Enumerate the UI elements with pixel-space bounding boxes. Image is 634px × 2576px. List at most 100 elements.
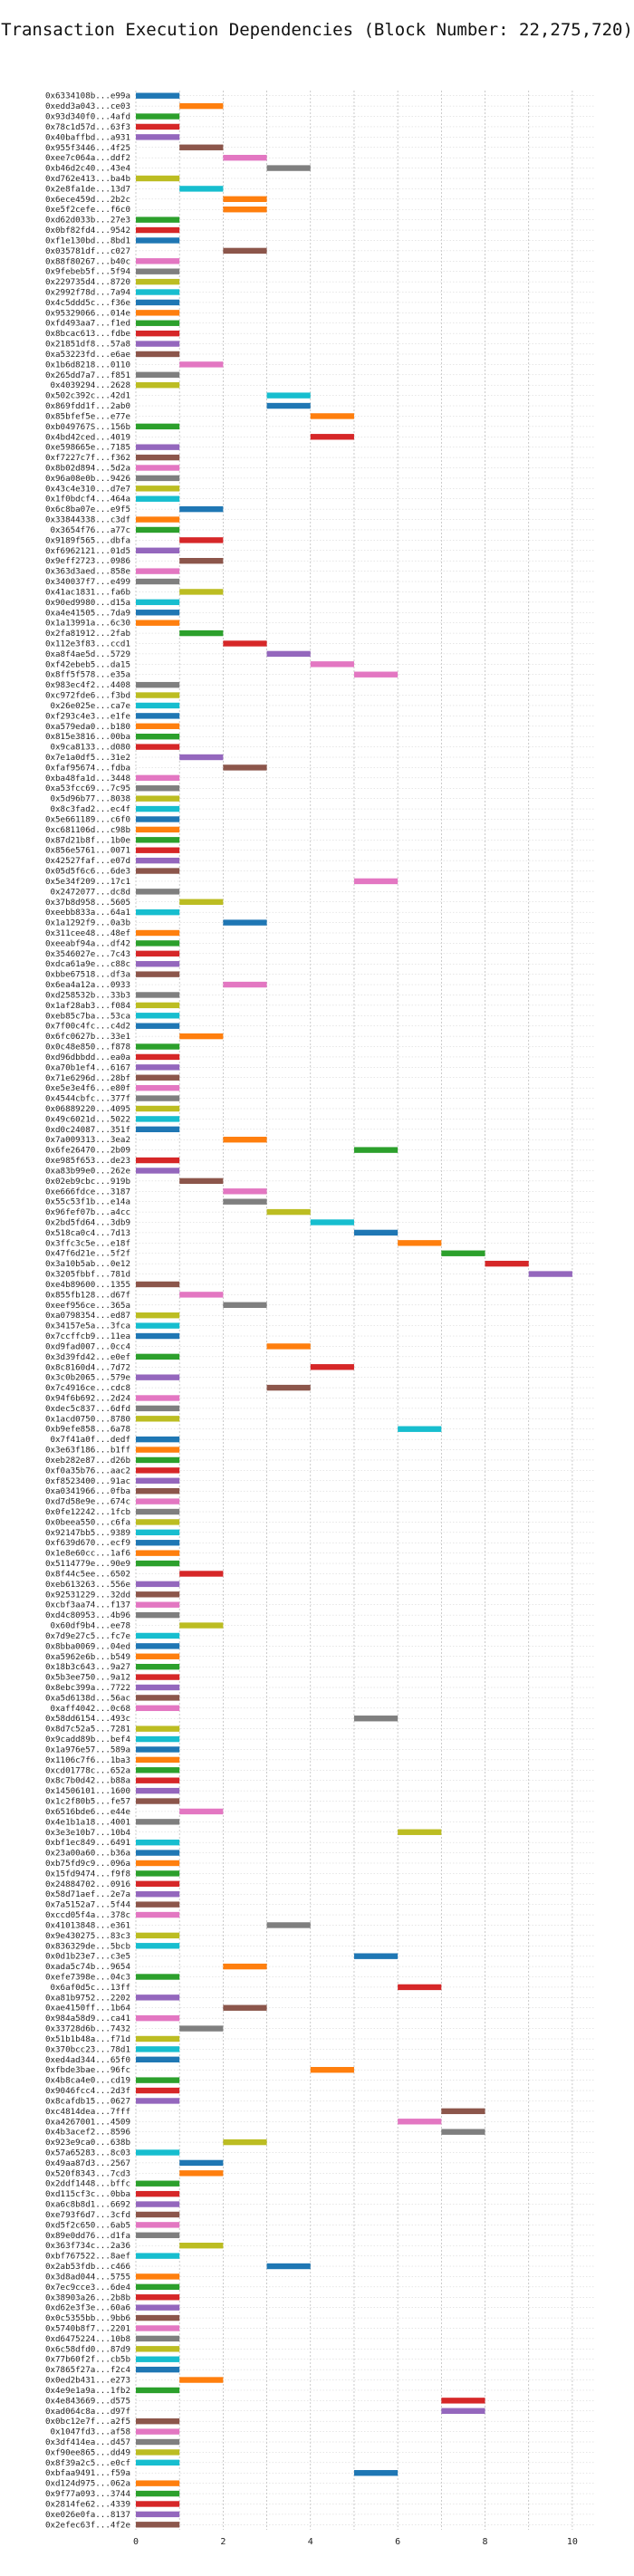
y-tick-label: 0xd62d033b...27e3 — [45, 216, 130, 226]
bar — [136, 1684, 180, 1691]
y-tick-label: 0x8f44c5ee...6502 — [45, 1569, 130, 1579]
bar — [136, 889, 180, 895]
y-tick-label: 0xf90ee865...dd49 — [45, 2447, 130, 2457]
y-tick-label: 0x8b02d894...5d2a — [45, 464, 130, 474]
bar — [223, 981, 267, 988]
bar — [136, 692, 180, 698]
bar — [353, 1953, 399, 1959]
bar — [179, 558, 224, 564]
bar — [136, 1943, 180, 1949]
y-tick-label: 0xbf1ec849...6491 — [45, 1838, 130, 1848]
y-tick-label: 0xfd493aa7...f1ed — [45, 319, 130, 329]
bar — [136, 1168, 180, 1174]
y-tick-label: 0xed4ad344...65f0 — [45, 2055, 130, 2065]
y-tick-label: 0x1047fd3...af58 — [50, 2427, 130, 2437]
y-tick-label: 0xeeabf94a...df42 — [45, 938, 130, 948]
bar — [136, 226, 180, 234]
y-tick-label: 0xf293c4e3...e1fe — [45, 711, 130, 721]
bar — [136, 1322, 180, 1329]
bar — [136, 2232, 180, 2238]
bar — [136, 2273, 180, 2280]
bar — [179, 2170, 224, 2177]
bar — [136, 2356, 180, 2362]
bar — [136, 1043, 180, 1050]
bar — [136, 2056, 180, 2062]
y-tick-label: 0xf0a35b76...aac2 — [45, 1466, 130, 1475]
bar — [136, 1850, 180, 1856]
bar — [179, 537, 224, 543]
y-tick-label: 0x5740b8f7...2201 — [45, 2323, 130, 2333]
y-tick-labels: 0x6334108b...e99a0xedd3a043...ce030x93d3… — [45, 91, 131, 2531]
bar — [136, 382, 180, 389]
bar — [223, 640, 267, 647]
bar — [179, 754, 224, 761]
bar — [179, 1177, 224, 1185]
bar — [136, 1601, 180, 1608]
y-tick-label: 0x3df414ea...d457 — [45, 2437, 130, 2447]
bar — [136, 1705, 180, 1712]
bar — [223, 154, 267, 161]
y-tick-label: 0x8ebc399a...7722 — [45, 1683, 130, 1693]
y-tick-label: 0xbbe67518...df3a — [45, 970, 130, 980]
y-tick-label: 0x8c7b0d42...b88a — [45, 1776, 130, 1786]
bar — [136, 2522, 180, 2528]
y-tick-label: 0x60df9b4...ee78 — [50, 1621, 130, 1631]
y-tick-label: 0xa4267001...4509 — [45, 2117, 130, 2127]
bar — [441, 2398, 485, 2404]
y-tick-label: 0x855fb128...d67f — [45, 1290, 130, 1300]
y-tick-label: 0x34157e5a...3fca — [45, 1322, 130, 1331]
y-tick-label: 0x7ec9cce3...6de4 — [45, 2283, 131, 2292]
y-tick-label: 0x3c0b2065...579e — [45, 1373, 130, 1383]
x-tick-label: 4 — [308, 2537, 313, 2547]
y-tick-label: 0x8f39a2c5...e0cf — [45, 2458, 130, 2468]
y-tick-label: 0xdec5c837...6dfd — [45, 1404, 130, 1414]
bar — [136, 929, 180, 937]
bar — [136, 113, 180, 120]
bar — [136, 1994, 180, 2001]
y-tick-label: 0xcbf3aa74...f137 — [45, 1600, 130, 1610]
y-tick-label: 0xb46d2c40...43e4 — [45, 164, 131, 174]
y-tick-label: 0xccd05f4a...378c — [45, 1910, 130, 1920]
bar — [136, 1756, 180, 1764]
y-tick-label: 0x5e34f209...17c1 — [45, 877, 130, 887]
y-tick-label: 0x0beea550...c6fa — [45, 1517, 130, 1527]
y-tick-label: 0xae4150ff...1b64 — [45, 2004, 131, 2014]
bar — [136, 1487, 180, 1495]
y-tick-label: 0x6af0d5c...13ff — [50, 1983, 130, 1993]
y-tick-label: 0xe793f6d7...3cfd — [45, 2210, 130, 2220]
bar — [136, 1695, 180, 1701]
bar — [136, 268, 180, 274]
x-tick-label: 6 — [395, 2537, 400, 2547]
y-tick-label: 0x90ed9980...d15a — [45, 598, 130, 608]
bar — [136, 310, 180, 316]
bar — [136, 2077, 180, 2083]
bar — [136, 2283, 180, 2291]
y-tick-label: 0xeb613263...556e — [45, 1580, 130, 1590]
bar — [398, 1240, 442, 1246]
bar — [136, 2014, 180, 2022]
bar — [136, 795, 180, 802]
y-tick-label: 0x983ec4f2...4408 — [45, 680, 130, 690]
y-tick-label: 0x815e3816...00ba — [45, 732, 130, 742]
y-tick-label: 0x77b60f2f...cb5b — [45, 2355, 130, 2365]
y-tick-label: 0x9cadd89b...bef4 — [45, 1735, 131, 1745]
y-tick-label: 0x2472077...dc8d — [50, 887, 130, 897]
bar — [136, 713, 180, 719]
y-tick-label: 0x2ab53fdb...c466 — [45, 2262, 130, 2272]
y-tick-label: 0x40baffbd...a931 — [45, 132, 130, 142]
y-tick-label: 0x4544cbfc...377f — [45, 1094, 130, 1104]
y-tick-label: 0x1a1292f9...0a3b — [45, 918, 130, 928]
bar — [136, 1674, 180, 1680]
y-tick-label: 0x4e9e1a9a...1fb2 — [45, 2386, 130, 2396]
bar — [136, 1891, 180, 1898]
y-tick-label: 0x02eb9cbc...919b — [45, 1177, 130, 1187]
bar — [398, 2119, 442, 2125]
y-tick-label: 0x0d1b23e7...c3e5 — [45, 1952, 130, 1962]
y-tick-label: 0x9189f565...dbfa — [45, 535, 130, 545]
bar — [136, 1798, 180, 1804]
bar — [223, 2139, 267, 2146]
y-tick-label: 0x7ccffcb9...11ea — [45, 1331, 130, 1341]
y-tick-label: 0xcd01778c...652a — [45, 1765, 130, 1775]
y-tick-label: 0xa5d6138d...56ac — [45, 1693, 130, 1703]
